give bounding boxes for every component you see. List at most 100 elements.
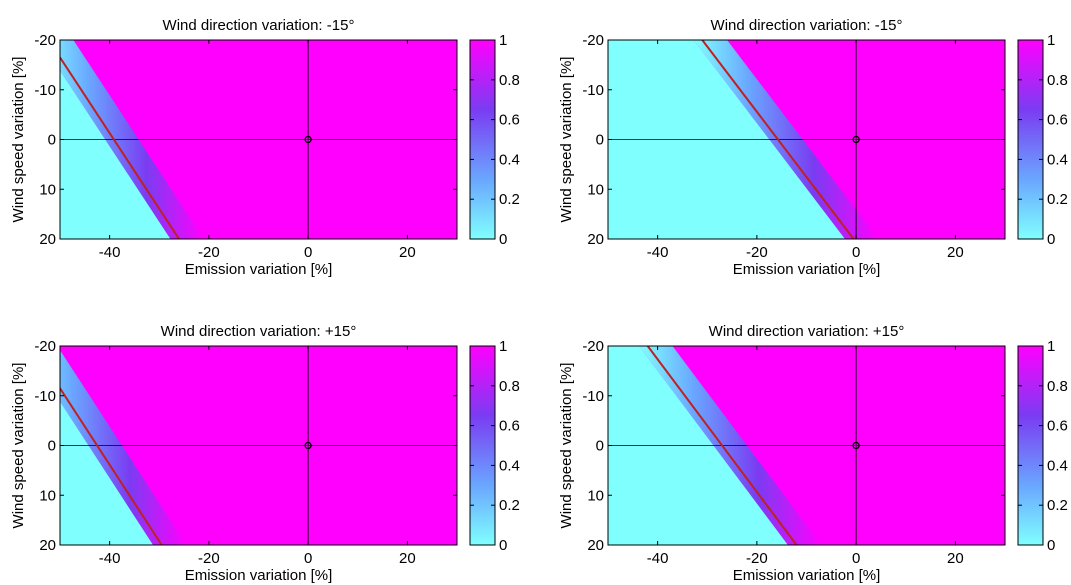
- contour-line: [646, 346, 798, 545]
- y-tick-label: 20: [39, 537, 56, 554]
- y-tick-label: -20: [34, 32, 56, 49]
- x-tick-label: -40: [99, 244, 121, 261]
- colorbar-tick-label: 0.2: [499, 191, 520, 208]
- y-tick-label: 0: [596, 132, 604, 149]
- x-tick-label: 0: [304, 244, 312, 261]
- chart-title: Wind direction variation: +15°: [161, 323, 357, 340]
- colorbar-tick-label: 1: [499, 32, 507, 49]
- colorbar-fill: [469, 345, 496, 546]
- y-tick-label: 20: [587, 537, 604, 554]
- colorbar-tick-label: 0.2: [499, 497, 520, 514]
- y-axis-label: Wind speed variation [%]: [10, 363, 27, 529]
- y-tick-label: 10: [587, 181, 604, 198]
- x-tick-label: 20: [399, 550, 416, 567]
- x-tick-label: 20: [947, 244, 964, 261]
- reference-point-marker: [852, 441, 860, 450]
- colorbar-tick-label: 0.2: [1047, 191, 1068, 208]
- colorbar-tick-label: 1: [1047, 32, 1055, 49]
- colorbar-tick-label: 0.6: [1047, 418, 1068, 435]
- colorbar-tick-label: 0.4: [499, 151, 520, 168]
- y-tick-label: 0: [596, 438, 604, 455]
- y-tick-label: 10: [39, 181, 56, 198]
- y-tick-label: -20: [582, 32, 604, 49]
- chart-title: Wind direction variation: -15°: [163, 17, 355, 34]
- colorbar-tick-label: 0: [1047, 537, 1055, 554]
- colorbar-tick-label: 0.6: [499, 112, 520, 129]
- colorbar-fill: [469, 39, 496, 240]
- colorbar-tick-label: 0.2: [1047, 497, 1068, 514]
- colorbar-fill: [1017, 345, 1044, 546]
- y-tick-label: 10: [39, 487, 56, 504]
- x-tick-label: -20: [746, 244, 768, 261]
- y-tick-label: 0: [48, 438, 56, 455]
- colorbar-fill: [1017, 39, 1044, 240]
- x-tick-label: -40: [647, 550, 669, 567]
- contour-group: [60, 387, 163, 545]
- y-axis-label: Wind speed variation [%]: [558, 363, 575, 529]
- colorbar-tick-label: 0.8: [1047, 378, 1068, 395]
- colorbar: 0 0.2 0.4 0.6 0.8 1: [1017, 338, 1068, 554]
- y-tick-label: -10: [34, 388, 56, 405]
- colorbar-tick-label: 0.8: [1047, 72, 1068, 89]
- y-tick-label: 20: [587, 231, 604, 248]
- y-axis-label: Wind speed variation [%]: [558, 57, 575, 223]
- x-tick-label: 0: [304, 550, 312, 567]
- y-tick-label: 10: [587, 487, 604, 504]
- x-tick-label: -20: [198, 244, 220, 261]
- colorbar-tick-label: 0: [499, 537, 507, 554]
- colorbar-tick-label: 0: [1047, 231, 1055, 248]
- x-tick-label: 20: [947, 550, 964, 567]
- colorbar-tick-label: 0.8: [499, 72, 520, 89]
- y-tick-label: 0: [48, 132, 56, 149]
- colorbar: 0 0.2 0.4 0.6 0.8 1: [469, 32, 520, 248]
- contour-group: [701, 40, 855, 239]
- x-tick-label: -20: [746, 550, 768, 567]
- y-tick-label: -20: [34, 338, 56, 355]
- chart-title: Wind direction variation: +15°: [709, 323, 905, 340]
- heatmap-transition-band: [60, 350, 187, 545]
- x-tick-label: -40: [647, 244, 669, 261]
- x-axis-label: Emission variation [%]: [185, 567, 333, 584]
- colorbar-tick-label: 0.4: [1047, 457, 1068, 474]
- reference-point-marker: [304, 441, 312, 450]
- y-tick-label: -20: [582, 338, 604, 355]
- x-tick-label: 0: [852, 550, 860, 567]
- reference-point-marker: [852, 135, 860, 144]
- y-tick-label: -10: [582, 82, 604, 99]
- y-tick-label: -10: [582, 388, 604, 405]
- colorbar-tick-label: 0: [499, 231, 507, 248]
- x-axis-label: Emission variation [%]: [185, 261, 333, 278]
- transition-gradient-band: [60, 350, 187, 545]
- contour-line: [60, 56, 180, 239]
- x-axis-label: Emission variation [%]: [733, 261, 881, 278]
- reference-point-marker: [304, 135, 312, 144]
- colorbar-tick-label: 1: [499, 338, 507, 355]
- chart-title: Wind direction variation: -15°: [711, 17, 903, 34]
- x-axis-label: Emission variation [%]: [733, 567, 881, 584]
- heatmap-low-region: [60, 70, 171, 239]
- colorbar-tick-label: 0.4: [499, 457, 520, 474]
- y-tick-label: 20: [39, 231, 56, 248]
- contour-line: [701, 40, 855, 239]
- y-axis-label: Wind speed variation [%]: [10, 57, 27, 223]
- colorbar: 0 0.2 0.4 0.6 0.8 1: [1017, 32, 1068, 248]
- x-tick-label: 20: [399, 244, 416, 261]
- colorbar-tick-label: 0.6: [499, 418, 520, 435]
- colorbar: 0 0.2 0.4 0.6 0.8 1: [469, 338, 520, 554]
- colorbar-tick-label: 0.4: [1047, 151, 1068, 168]
- x-tick-label: 0: [852, 244, 860, 261]
- contour-line: [60, 387, 163, 545]
- heatmap-low-region: [60, 401, 154, 545]
- x-tick-label: -40: [99, 550, 121, 567]
- contour-group: [646, 346, 798, 545]
- x-tick-label: -20: [198, 550, 220, 567]
- colorbar-tick-label: 0.8: [499, 378, 520, 395]
- colorbar-tick-label: 1: [1047, 338, 1055, 355]
- colorbar-tick-label: 0.6: [1047, 112, 1068, 129]
- y-tick-label: -10: [34, 82, 56, 99]
- contour-group: [60, 56, 180, 239]
